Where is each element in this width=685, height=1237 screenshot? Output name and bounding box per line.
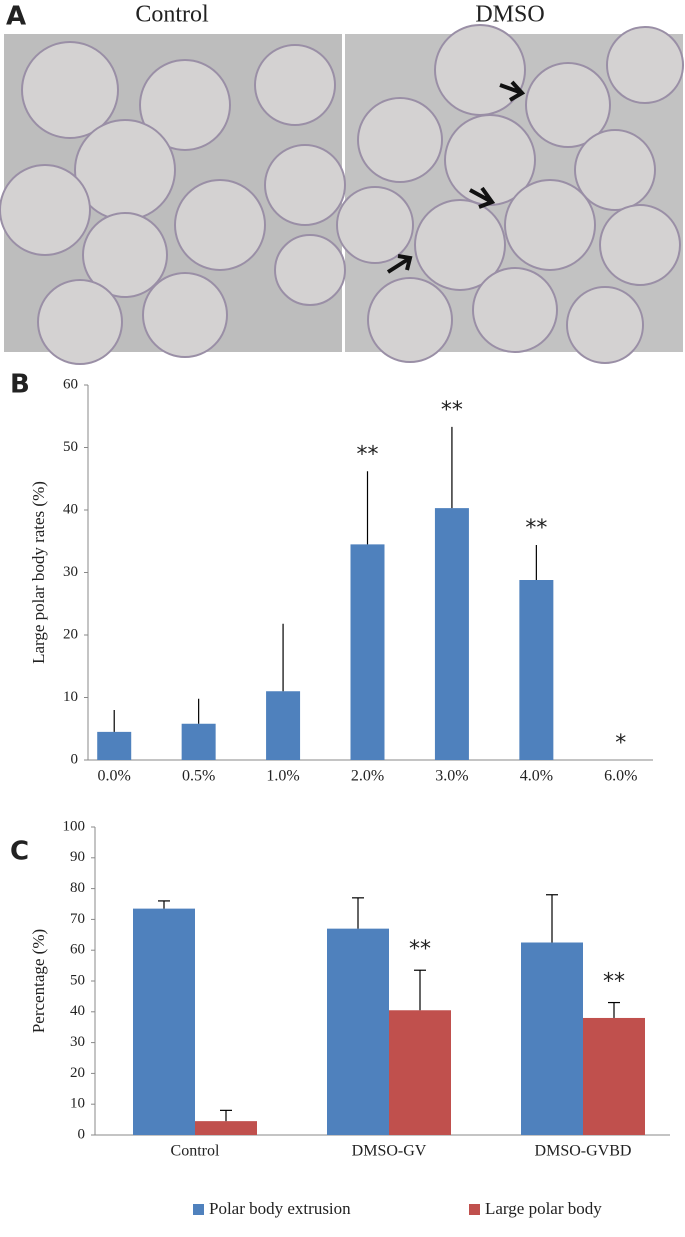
x-tick-label: 0.5% [182, 768, 215, 785]
y-tick-label: 90 [70, 849, 85, 865]
panel-letter: C [10, 837, 29, 867]
bar [327, 928, 389, 1135]
y-axis-label: Large polar body rates (%) [29, 481, 48, 664]
significance: * [615, 731, 626, 756]
y-tick-label: 20 [70, 1065, 85, 1081]
legend-swatch [469, 1204, 480, 1215]
significance: ** [357, 442, 379, 467]
panel-letter: A [6, 2, 26, 32]
y-tick-label: 10 [70, 1096, 85, 1112]
bar [350, 544, 385, 760]
significance: ** [441, 398, 463, 423]
panel-letter: B [10, 370, 30, 400]
y-tick-label: 60 [63, 376, 78, 392]
y-tick-label: 20 [63, 626, 78, 642]
bar [389, 1010, 451, 1135]
bar [97, 731, 132, 760]
x-tick-label: 4.0% [520, 768, 553, 785]
y-tick-label: 30 [63, 564, 78, 580]
bar [583, 1017, 645, 1135]
y-tick-label: 30 [70, 1034, 85, 1050]
arrows [386, 80, 526, 274]
legend-label: Polar body extrusion [209, 1199, 351, 1218]
y-tick-label: 70 [70, 911, 85, 927]
y-tick-label: 0 [71, 751, 79, 767]
x-tick-label: 1.0% [266, 768, 299, 785]
significance: ** [409, 937, 431, 962]
y-tick-label: 60 [70, 942, 85, 958]
bar [521, 942, 583, 1135]
bar [195, 1121, 257, 1135]
bar [133, 908, 195, 1135]
bar [519, 580, 554, 760]
significance: ** [603, 970, 625, 995]
y-tick-label: 80 [70, 880, 85, 896]
y-tick-label: 50 [70, 972, 85, 988]
y-tick-label: 0 [78, 1126, 86, 1142]
y-tick-label: 40 [70, 1003, 85, 1019]
legend-swatch [193, 1204, 204, 1215]
legend-label: Large polar body [485, 1199, 602, 1218]
x-tick-label: DMSO-GVBD [535, 1143, 632, 1160]
x-tick-label: 0.0% [98, 768, 131, 785]
y-axis-label: Percentage (%) [29, 929, 48, 1033]
y-tick-label: 10 [63, 689, 78, 705]
x-tick-label: Control [171, 1143, 220, 1160]
micrograph-panel: A Control DMSO [0, 2, 684, 365]
x-tick-label: DMSO-GV [352, 1143, 427, 1160]
bar [181, 723, 216, 760]
panel-label: DMSO [475, 2, 544, 28]
y-tick-label: 50 [63, 439, 78, 455]
x-tick-label: 2.0% [351, 768, 384, 785]
x-tick-label: 3.0% [435, 768, 468, 785]
y-tick-label: 100 [63, 818, 86, 834]
y-tick-label: 40 [63, 501, 78, 517]
x-tick-label: 6.0% [604, 768, 637, 785]
bar [434, 508, 469, 760]
oocytes [0, 24, 684, 365]
significance: ** [525, 516, 547, 541]
panel-label: Control [135, 2, 209, 28]
bar [266, 691, 301, 760]
